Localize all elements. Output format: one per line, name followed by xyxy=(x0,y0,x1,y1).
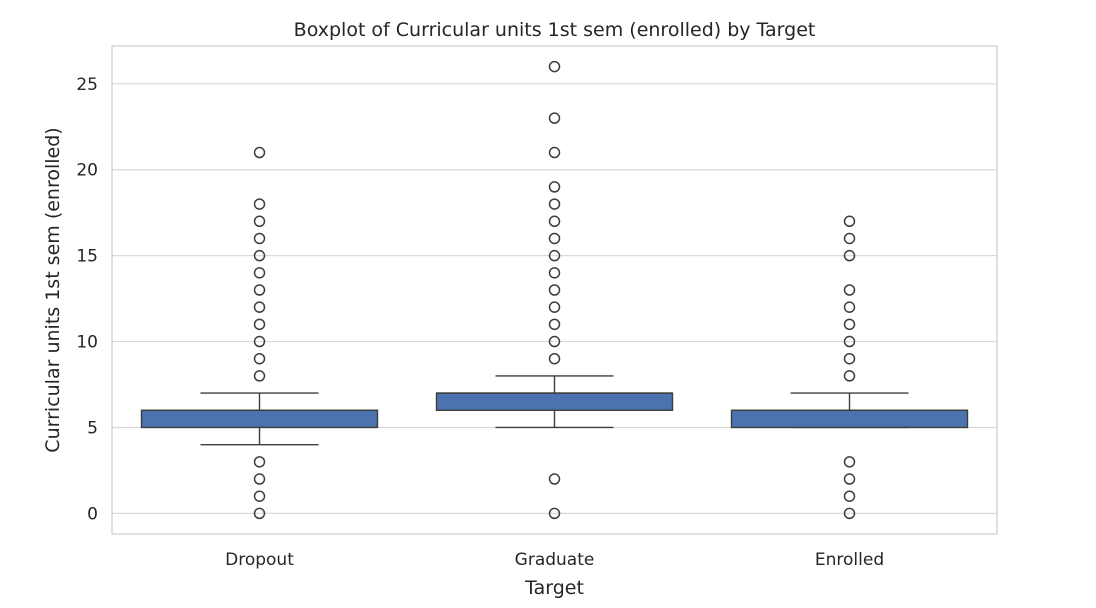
outlier-point xyxy=(253,370,266,382)
outlier-point xyxy=(843,490,856,502)
outlier-point xyxy=(253,490,266,502)
outlier-point xyxy=(253,473,266,485)
outlier-point xyxy=(843,473,856,485)
x-tick-label-enrolled: Enrolled xyxy=(815,550,884,570)
outlier-point xyxy=(548,507,561,520)
y-tick-labels: 0 5 10 15 20 25 xyxy=(76,75,98,525)
outlier-point xyxy=(548,301,561,313)
outlier-point xyxy=(843,370,856,382)
outlier-point xyxy=(843,301,856,313)
outlier-point xyxy=(843,215,856,228)
y-axis-label: Curricular units 1st sem (enrolled) xyxy=(42,127,64,452)
outlier-point xyxy=(253,284,266,296)
outlier-point xyxy=(253,198,266,210)
outlier-point xyxy=(548,60,561,73)
outlier-point xyxy=(843,249,856,262)
outlier-point xyxy=(253,318,266,331)
outlier-point xyxy=(253,301,266,313)
outlier-point xyxy=(253,456,266,468)
outlier-point xyxy=(843,335,856,348)
outlier-point xyxy=(253,267,266,279)
outlier-point xyxy=(253,335,266,348)
box-enrolled xyxy=(730,409,969,429)
outlier-point xyxy=(843,232,856,245)
chart-title: Boxplot of Curricular units 1st sem (enr… xyxy=(294,19,816,41)
plot-frame xyxy=(111,45,998,535)
outlier-point xyxy=(548,284,561,296)
outlier-point xyxy=(548,473,561,485)
outlier-point xyxy=(253,507,266,520)
outlier-point xyxy=(253,352,266,365)
outlier-point xyxy=(548,267,561,279)
x-tick-label-dropout: Dropout xyxy=(225,550,294,570)
y-tick-label: 25 xyxy=(76,75,98,95)
outlier-point xyxy=(253,215,266,228)
outlier-point xyxy=(843,507,856,520)
y-tick-label: 10 xyxy=(76,333,98,353)
outlier-point xyxy=(253,232,266,245)
box-dropout xyxy=(140,409,379,429)
outlier-point xyxy=(548,232,561,245)
outlier-point xyxy=(548,249,561,262)
y-tick-label: 5 xyxy=(87,418,98,438)
outlier-point xyxy=(548,352,561,365)
outlier-point xyxy=(253,146,266,159)
y-tick-label: 20 xyxy=(76,161,98,181)
y-tick-label: 0 xyxy=(87,504,98,524)
outlier-point xyxy=(253,249,266,262)
x-axis-label: Target xyxy=(524,577,584,599)
box-graduate xyxy=(435,392,674,411)
outlier-point xyxy=(548,146,561,159)
boxes-layer xyxy=(140,60,969,520)
outlier-point xyxy=(548,198,561,210)
outlier-point xyxy=(548,181,561,193)
outlier-point xyxy=(843,456,856,468)
outlier-point xyxy=(548,318,561,331)
y-tick-label: 15 xyxy=(76,247,98,267)
x-tick-labels: Dropout Graduate Enrolled xyxy=(225,550,884,570)
outlier-point xyxy=(548,112,561,124)
x-tick-label-graduate: Graduate xyxy=(515,550,595,570)
outlier-point xyxy=(843,284,856,296)
outlier-point xyxy=(548,215,561,228)
outlier-point xyxy=(843,352,856,365)
outlier-point xyxy=(548,335,561,348)
outlier-point xyxy=(843,318,856,331)
